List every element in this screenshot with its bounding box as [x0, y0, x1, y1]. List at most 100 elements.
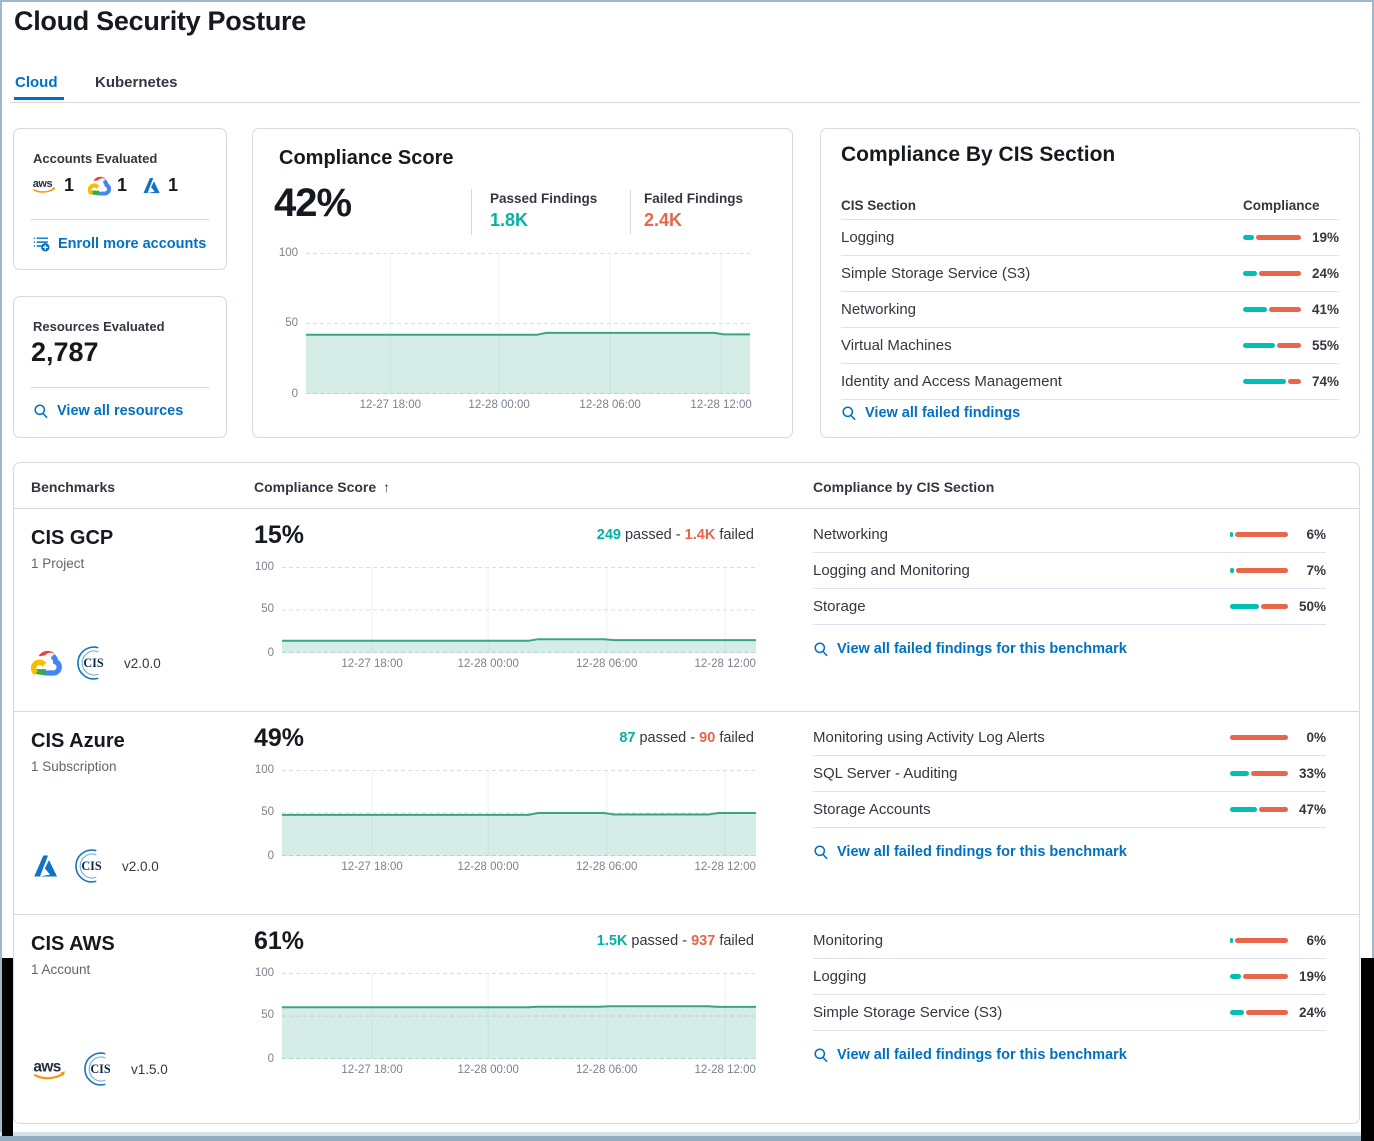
benchmark-logos: CIS v2.0.0 [31, 645, 161, 681]
y-axis: 100 50 0 [254, 561, 274, 659]
aws-logo: aws [31, 1057, 69, 1081]
compliance-bar [1230, 938, 1288, 943]
svg-text:CIS: CIS [83, 656, 104, 670]
divider [471, 189, 472, 235]
account-provider-counts: aws 1 1 1 [31, 175, 178, 196]
view-all-resources-label: View all resources [57, 403, 184, 419]
cis-section-row: Simple Storage Service (S3) 24% [841, 256, 1339, 292]
enroll-accounts-icon [33, 235, 50, 252]
compliance-score-column-header[interactable]: Compliance Score ↑ [254, 479, 391, 495]
window-bottom-edge [0, 1132, 1374, 1136]
cis-section-table: Logging 19% Simple Storage Service (S3) 24%… [841, 219, 1339, 400]
account-count: 1 [117, 175, 128, 195]
window-bottom-edge [0, 1136, 1374, 1141]
compliance-bar [1230, 1010, 1288, 1015]
view-failed-findings-benchmark-label: View all failed findings for this benchm… [837, 844, 1127, 860]
background-left [2, 958, 13, 1136]
benchmark-rows: CIS GCP 1 Project CIS v2.0.0 15% 249 pas… [14, 509, 1359, 1117]
compliance-percent: 6% [1306, 933, 1326, 948]
enroll-more-accounts-label: Enroll more accounts [58, 235, 207, 252]
area-chart [306, 253, 750, 394]
compliance-score-title: Compliance Score [279, 147, 454, 169]
area-chart [282, 567, 756, 653]
compliance-bar [1230, 568, 1288, 573]
benchmark-version: v2.0.0 [124, 655, 161, 671]
svg-text:CIS: CIS [81, 859, 102, 873]
compliance-percent: 41% [1311, 302, 1339, 317]
compliance-percent: 19% [1311, 230, 1339, 245]
resources-evaluated-count: 2,787 [31, 337, 99, 367]
benchmarks-column-header: Benchmarks [31, 479, 116, 495]
compliance-bar [1243, 307, 1301, 312]
account-count: 1 [64, 175, 75, 195]
svg-text:aws: aws [33, 178, 53, 190]
cis-section-name: SQL Server - Auditing [813, 765, 958, 782]
benchmark-row: CIS GCP 1 Project CIS v2.0.0 15% 249 pas… [14, 509, 1359, 712]
cis-section-row: Logging 19% [841, 220, 1339, 256]
cis-section-row: Networking 6% [813, 517, 1326, 553]
compliance-score-value: 42% [274, 181, 352, 225]
passed-findings-value: 1.8K [490, 210, 529, 230]
benchmark-version: v2.0.0 [122, 858, 159, 874]
cis-section-row: Logging 19% [813, 959, 1326, 995]
benchmark-trend-chart: 100 50 0 12-27 18:00 12-28 00:00 12-28 06:00… [254, 967, 756, 1076]
sort-ascending-icon: ↑ [383, 479, 391, 495]
view-all-resources-link[interactable]: View all resources [33, 403, 183, 419]
passed-failed-summary: 249 passed - 1.4K failed [596, 527, 754, 543]
benchmark-row: CIS AWS 1 Account aws CIS v1.5.0 61% 1.5… [14, 915, 1359, 1117]
azure-logo [31, 854, 60, 878]
compliance-score-card: Compliance Score 42% Passed Findings 1.8… [252, 128, 793, 438]
account-count: 1 [168, 175, 179, 195]
view-failed-findings-benchmark-label: View all failed findings for this benchm… [837, 1047, 1127, 1063]
compliance-by-cis-section-card: Compliance By CIS Section CIS Section Co… [820, 128, 1360, 438]
view-failed-findings-benchmark-link[interactable]: View all failed findings for this benchm… [813, 1047, 1127, 1063]
benchmark-score: 15% [254, 521, 305, 549]
cis-section-row: Identity and Access Management 74% [841, 364, 1339, 400]
enroll-more-accounts-link[interactable]: Enroll more accounts [33, 235, 206, 252]
view-all-failed-findings-link[interactable]: View all failed findings [841, 405, 1020, 421]
view-failed-findings-benchmark-link[interactable]: View all failed findings for this benchm… [813, 641, 1127, 657]
compliance-bar [1243, 235, 1301, 240]
view-failed-findings-benchmark-link[interactable]: View all failed findings for this benchm… [813, 844, 1127, 860]
divider [31, 219, 209, 220]
benchmark-version: v1.5.0 [131, 1061, 168, 1077]
background-right [1361, 958, 1374, 1141]
benchmark-cis-sections: Monitoring 6% Logging 19% Simple Storage Ser… [813, 923, 1326, 1031]
passed-findings-label: Passed Findings [490, 191, 598, 206]
compliance-percent: 19% [1298, 969, 1326, 984]
benchmark-trend-chart: 100 50 0 12-27 18:00 12-28 00:00 12-28 06:00… [254, 764, 756, 873]
table-header-divider [14, 508, 1359, 509]
search-icon [33, 403, 49, 419]
cis-section-row: Simple Storage Service (S3) 24% [813, 995, 1326, 1031]
account-provider-azure: 1 [141, 175, 178, 196]
compliance-by-cis-section-title: Compliance By CIS Section [841, 143, 1116, 166]
cis-section-row: Storage Accounts 47% [813, 792, 1326, 828]
benchmark-score: 61% [254, 927, 305, 955]
failed-findings-block: Failed Findings 2.4K [644, 191, 743, 231]
x-axis: 12-27 18:00 12-28 00:00 12-28 06:00 12-28 1… [341, 1064, 756, 1076]
cis-section-row: SQL Server - Auditing 33% [813, 756, 1326, 792]
cis-section-name: Networking [841, 301, 917, 318]
tab-cloud[interactable]: Cloud [15, 74, 58, 91]
cis-logo: CIS [82, 1051, 118, 1087]
y-axis: 100 50 0 [254, 967, 274, 1065]
azure-icon [141, 177, 162, 194]
compliance-percent: 6% [1306, 527, 1326, 542]
view-all-failed-findings-label: View all failed findings [865, 405, 1021, 421]
compliance-percent: 24% [1298, 1005, 1326, 1020]
area-chart [282, 973, 756, 1059]
cis-section-name: Networking [813, 526, 889, 543]
view-failed-findings-benchmark-label: View all failed findings for this benchm… [837, 641, 1127, 657]
divider [31, 387, 209, 388]
active-tab-indicator [14, 97, 64, 100]
compliance-by-cis-section-column-header: Compliance by CIS Section [813, 479, 995, 495]
cis-section-row: Virtual Machines 55% [841, 328, 1339, 364]
cis-section-name: Logging [841, 229, 895, 246]
cis-section-name: Storage Accounts [813, 801, 931, 818]
passed-findings-block: Passed Findings 1.8K [490, 191, 597, 231]
compliance-bar [1243, 271, 1301, 276]
tab-kubernetes[interactable]: Kubernetes [95, 74, 178, 91]
cis-section-column-header: CIS Section [841, 197, 917, 213]
cis-logo: CIS [75, 645, 111, 681]
